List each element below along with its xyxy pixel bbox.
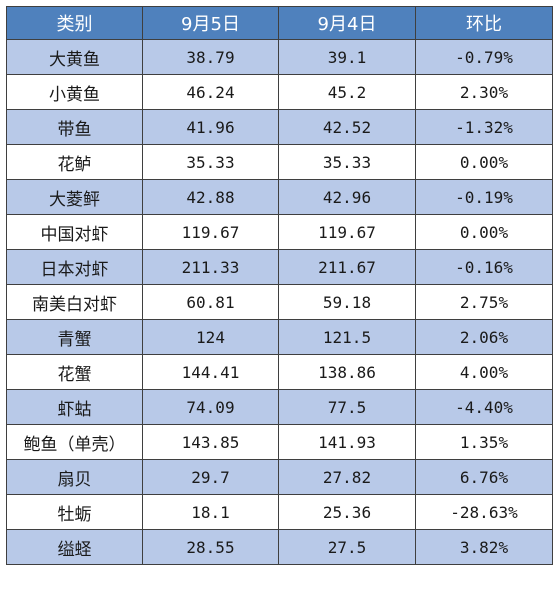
cell-change: -0.16% <box>415 249 553 285</box>
cell-sep4: 59.18 <box>278 284 416 320</box>
cell-sep4: 42.96 <box>278 179 416 215</box>
cell-category: 缢蛏 <box>6 529 143 565</box>
cell-change: -28.63% <box>415 494 553 530</box>
cell-change: 4.00% <box>415 354 553 390</box>
table-row: 大菱鲆 42.88 42.96 -0.19% <box>6 179 553 215</box>
cell-sep4: 39.1 <box>278 39 416 75</box>
cell-sep5: 18.1 <box>142 494 279 530</box>
cell-sep5: 119.67 <box>142 214 279 250</box>
header-category: 类别 <box>6 6 143 40</box>
cell-category: 小黄鱼 <box>6 74 143 110</box>
cell-change: 2.75% <box>415 284 553 320</box>
cell-sep5: 143.85 <box>142 424 279 460</box>
cell-category: 中国对虾 <box>6 214 143 250</box>
table-row: 花鲈 35.33 35.33 0.00% <box>6 144 553 180</box>
table-row: 虾蛄 74.09 77.5 -4.40% <box>6 389 553 425</box>
cell-change: -0.19% <box>415 179 553 215</box>
cell-category: 青蟹 <box>6 319 143 355</box>
cell-sep5: 211.33 <box>142 249 279 285</box>
cell-change: 0.00% <box>415 144 553 180</box>
table-row: 缢蛏 28.55 27.5 3.82% <box>6 529 553 565</box>
cell-change: -0.79% <box>415 39 553 75</box>
cell-category: 花蟹 <box>6 354 143 390</box>
cell-change: 2.06% <box>415 319 553 355</box>
cell-sep4: 45.2 <box>278 74 416 110</box>
price-table-container: 类别 9月5日 9月4日 环比 大黄鱼 38.79 39.1 -0.79% 小黄鱼 46.… <box>6 6 553 565</box>
header-sep5: 9月5日 <box>142 6 279 40</box>
cell-sep4: 25.36 <box>278 494 416 530</box>
cell-sep4: 119.67 <box>278 214 416 250</box>
cell-category: 虾蛄 <box>6 389 143 425</box>
cell-sep4: 138.86 <box>278 354 416 390</box>
cell-sep5: 42.88 <box>142 179 279 215</box>
cell-sep4: 121.5 <box>278 319 416 355</box>
cell-category: 牡蛎 <box>6 494 143 530</box>
cell-category: 大黄鱼 <box>6 39 143 75</box>
cell-change: -1.32% <box>415 109 553 145</box>
cell-sep4: 77.5 <box>278 389 416 425</box>
cell-sep4: 27.82 <box>278 459 416 495</box>
cell-sep5: 144.41 <box>142 354 279 390</box>
price-table: 类别 9月5日 9月4日 环比 大黄鱼 38.79 39.1 -0.79% 小黄鱼 46.… <box>6 6 553 565</box>
table-row: 鲍鱼（单壳） 143.85 141.93 1.35% <box>6 424 553 460</box>
cell-sep5: 29.7 <box>142 459 279 495</box>
cell-change: 2.30% <box>415 74 553 110</box>
cell-sep5: 60.81 <box>142 284 279 320</box>
cell-category: 花鲈 <box>6 144 143 180</box>
cell-change: 6.76% <box>415 459 553 495</box>
cell-sep4: 211.67 <box>278 249 416 285</box>
cell-change: 1.35% <box>415 424 553 460</box>
cell-sep5: 124 <box>142 319 279 355</box>
table-row: 中国对虾 119.67 119.67 0.00% <box>6 214 553 250</box>
cell-sep4: 141.93 <box>278 424 416 460</box>
cell-sep4: 35.33 <box>278 144 416 180</box>
cell-category: 鲍鱼（单壳） <box>6 424 143 460</box>
cell-sep4: 27.5 <box>278 529 416 565</box>
cell-sep5: 46.24 <box>142 74 279 110</box>
header-row: 类别 9月5日 9月4日 环比 <box>6 6 553 40</box>
cell-category: 带鱼 <box>6 109 143 145</box>
header-change: 环比 <box>415 6 553 40</box>
cell-change: 0.00% <box>415 214 553 250</box>
table-row: 南美白对虾 60.81 59.18 2.75% <box>6 284 553 320</box>
cell-sep5: 74.09 <box>142 389 279 425</box>
cell-sep5: 28.55 <box>142 529 279 565</box>
table-row: 牡蛎 18.1 25.36 -28.63% <box>6 494 553 530</box>
cell-sep5: 41.96 <box>142 109 279 145</box>
cell-change: 3.82% <box>415 529 553 565</box>
table-row: 小黄鱼 46.24 45.2 2.30% <box>6 74 553 110</box>
cell-category: 南美白对虾 <box>6 284 143 320</box>
cell-category: 大菱鲆 <box>6 179 143 215</box>
cell-category: 扇贝 <box>6 459 143 495</box>
table-row: 扇贝 29.7 27.82 6.76% <box>6 459 553 495</box>
table-row: 日本对虾 211.33 211.67 -0.16% <box>6 249 553 285</box>
cell-change: -4.40% <box>415 389 553 425</box>
table-row: 大黄鱼 38.79 39.1 -0.79% <box>6 39 553 75</box>
table-row: 花蟹 144.41 138.86 4.00% <box>6 354 553 390</box>
table-row: 青蟹 124 121.5 2.06% <box>6 319 553 355</box>
table-row: 带鱼 41.96 42.52 -1.32% <box>6 109 553 145</box>
cell-sep5: 35.33 <box>142 144 279 180</box>
cell-category: 日本对虾 <box>6 249 143 285</box>
table-header: 类别 9月5日 9月4日 环比 <box>6 6 553 40</box>
cell-sep5: 38.79 <box>142 39 279 75</box>
header-sep4: 9月4日 <box>278 6 416 40</box>
table-body: 大黄鱼 38.79 39.1 -0.79% 小黄鱼 46.24 45.2 2.30% 带鱼 41.… <box>6 39 553 565</box>
cell-sep4: 42.52 <box>278 109 416 145</box>
